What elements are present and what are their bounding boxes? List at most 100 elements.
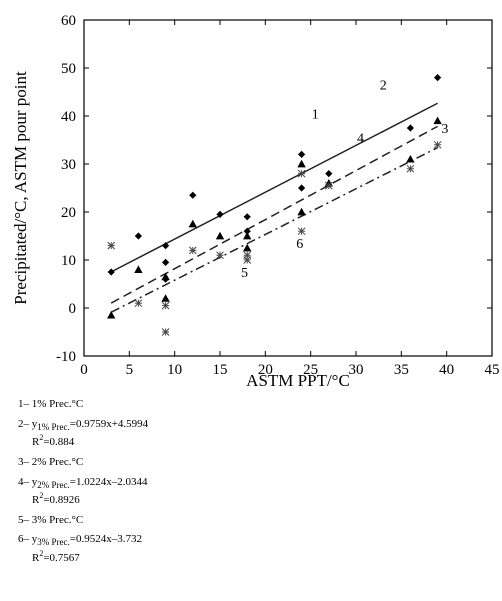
legend-text: 1% Prec.°C [31, 398, 84, 410]
r2-superscript: 2 [39, 548, 44, 558]
equation-subscript: 2% Prec. [37, 479, 70, 490]
equation-body: =1.0224x–2.0344 [69, 475, 148, 488]
data-point-star [134, 299, 143, 308]
data-point-star [297, 169, 306, 178]
legend-num: 5– [18, 513, 29, 526]
data-points [107, 74, 442, 336]
y-tick-label: 40 [61, 109, 76, 125]
data-point-diamond [406, 124, 414, 132]
data-point-triangle [433, 116, 442, 125]
data-point-triangle [243, 243, 252, 252]
data-point-star [216, 251, 224, 260]
x-tick-label: 30 [349, 362, 364, 378]
legend-num: 2– [18, 417, 29, 430]
x-tick-label: 15 [213, 362, 228, 378]
data-point-star [188, 246, 197, 255]
data-point-diamond [243, 227, 251, 235]
y-tick-label: 60 [61, 13, 76, 29]
r2-label: R [32, 493, 40, 506]
data-point-diamond [298, 150, 306, 158]
data-point-star [406, 164, 415, 173]
equation-y: y [31, 533, 38, 546]
plot-area-frame [83, 19, 493, 357]
x-tick-label: 10 [167, 362, 182, 378]
data-point-diamond [243, 213, 251, 221]
r2-value: =0.7567 [43, 551, 80, 564]
x-tick-label: 20 [258, 362, 273, 378]
curve-label: 4 [357, 131, 364, 146]
data-point-diamond [434, 74, 442, 82]
data-point-star [107, 241, 116, 250]
x-tick-label: 45 [485, 362, 500, 378]
equation-body: =0.9524x–3.732 [69, 533, 142, 546]
r2-superscript: 2 [39, 490, 44, 500]
curve-label: 6 [296, 237, 303, 252]
curve-label: 5 [241, 266, 248, 281]
legend-entry-3: 3– 2% Prec.°C [18, 456, 148, 470]
data-point-star [243, 256, 252, 264]
curve-label: 2 [380, 79, 387, 94]
fit-line-2 [110, 125, 438, 304]
data-point-diamond [189, 191, 197, 199]
r2-value: =0.8926 [43, 493, 80, 506]
legend-entry-4: 4– y2% Prec.=1.0224x–2.0344 R2=0.8926 [18, 476, 148, 508]
x-tick-label: 25 [303, 362, 318, 378]
legend-num: 1– [18, 398, 29, 410]
legend-entry-1: 1– 1% Prec.°C [18, 398, 148, 412]
data-point-triangle [243, 231, 252, 240]
data-point-diamond [298, 184, 306, 192]
equation-y: y [31, 475, 38, 488]
equation-subscript: 3% Prec. [37, 537, 70, 548]
curve-label: 3 [441, 122, 448, 137]
legend-num: 6– [18, 533, 29, 546]
legend-entry-2: 2– y1% Prec.=0.9759x+4.5994 R2=0.884 [18, 418, 148, 450]
y-axis: -10 0 10 20 30 40 50 60 [56, 13, 492, 365]
data-point-diamond [162, 258, 170, 266]
equation-y: y [31, 417, 38, 430]
x-axis: 0 5 10 15 20 25 30 35 40 45 [80, 20, 500, 378]
y-tick-label: 10 [61, 253, 76, 269]
legend-num: 4– [18, 475, 29, 488]
y-tick-label: 30 [61, 157, 76, 173]
y-tick-label: 0 [69, 301, 77, 317]
data-point-triangle [161, 272, 170, 281]
data-point-star [161, 328, 170, 336]
curve-label: 1 [312, 107, 319, 122]
data-point-triangle [297, 159, 306, 168]
data-point-triangle [107, 311, 116, 319]
fit-line-3 [110, 146, 438, 313]
data-point-triangle [188, 219, 197, 228]
data-point-star [433, 140, 442, 149]
r2-superscript: 2 [39, 433, 44, 442]
data-point-star [161, 301, 170, 310]
data-point-star [297, 227, 306, 236]
curve-labels: 1 2 3 4 5 6 [241, 79, 448, 281]
data-point-diamond [107, 268, 115, 276]
data-point-diamond [134, 232, 142, 240]
x-tick-label: 40 [439, 362, 454, 378]
x-tick-label: 0 [80, 362, 88, 378]
data-point-triangle [134, 265, 143, 273]
x-axis-title: ASTM PPT/°C [246, 371, 350, 390]
fit-lines [110, 102, 438, 313]
fit-line-1 [110, 102, 438, 273]
legend-num: 3– [18, 455, 29, 468]
y-tick-label: 50 [61, 61, 76, 77]
y-tick-label: -10 [56, 349, 76, 365]
data-point-star [324, 181, 333, 190]
plot-frame [83, 19, 493, 357]
x-tick-label: 5 [126, 362, 134, 378]
legend-entry-5: 5– 3% Prec.°C [18, 514, 148, 528]
x-tick-label: 35 [394, 362, 409, 378]
legend: 1– 1% Prec.°C 2– y1% Prec.=0.9759x+4.599… [18, 398, 148, 571]
y-axis-title: Precipitated/°C, ASTM pour point [11, 71, 30, 305]
data-point-diamond [325, 170, 333, 178]
legend-entry-6: 6– y3% Prec.=0.9524x–3.732 R2=0.7567 [18, 533, 148, 565]
data-point-diamond [162, 242, 170, 250]
r2-label: R [32, 436, 40, 448]
r2-label: R [32, 551, 40, 564]
data-point-triangle [406, 155, 415, 163]
legend-text: 3% Prec.°C [31, 513, 84, 526]
equation-body: =0.9759x+4.5994 [69, 417, 149, 430]
